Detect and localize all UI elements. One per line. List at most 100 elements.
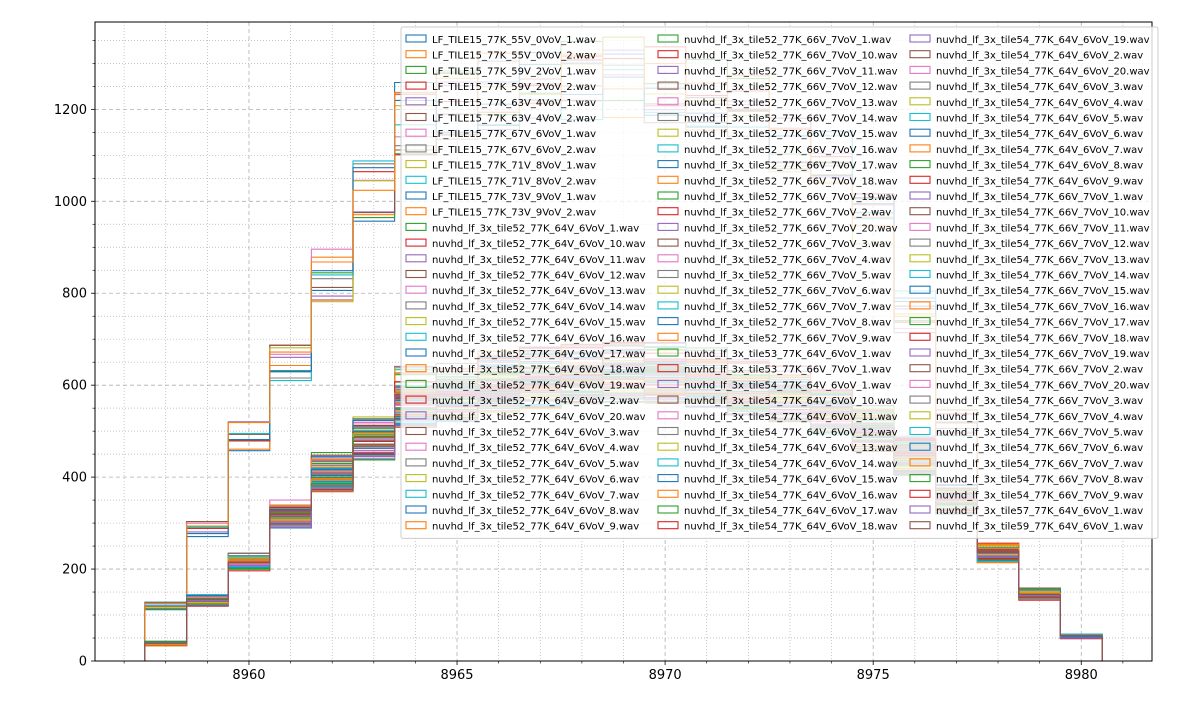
legend-label: nuvhd_lf_3x_tile52_77K_66V_7VoV_19.wav: [684, 192, 898, 203]
legend-swatch: [657, 238, 679, 247]
y-tick-label: 800: [62, 287, 87, 302]
legend-swatch: [657, 285, 679, 294]
legend-swatch: [405, 458, 427, 467]
legend-swatch: [405, 191, 427, 200]
legend-label: nuvhd_lf_3x_tile53_77K_66V_7VoV_1.wav: [684, 365, 891, 376]
y-tick-label: 200: [62, 563, 87, 578]
legend-swatch: [657, 112, 679, 122]
legend-label: nuvhd_lf_3x_tile52_77K_66V_7VoV_5.wav: [684, 271, 891, 282]
legend-label: nuvhd_lf_3x_tile52_77K_66V_7VoV_4.wav: [684, 255, 891, 266]
legend-label: nuvhd_lf_3x_tile54_77K_66V_7VoV_3.wav: [936, 396, 1143, 407]
legend-swatch: [909, 191, 931, 200]
x-tick-label: 8980: [1065, 668, 1098, 683]
legend-label: nuvhd_lf_3x_tile54_77K_64V_6VoV_18.wav: [684, 522, 898, 533]
legend-swatch: [909, 34, 931, 43]
legend-swatch: [657, 175, 679, 184]
legend-swatch: [909, 254, 931, 263]
legend-label: nuvhd_lf_3x_tile52_77K_64V_6VoV_16.wav: [432, 333, 646, 344]
legend-label: nuvhd_lf_3x_tile52_77K_64V_6VoV_2.wav: [432, 396, 639, 407]
legend-label: nuvhd_lf_3x_tile52_77K_64V_6VoV_12.wav: [432, 271, 646, 282]
legend-swatch: [405, 442, 427, 451]
y-tick-label: 0: [79, 655, 87, 670]
legend-swatch: [909, 364, 931, 373]
legend-label: nuvhd_lf_3x_tile54_77K_66V_7VoV_9.wav: [936, 490, 1143, 501]
legend-swatch: [405, 50, 427, 59]
y-tick-label: 1200: [54, 103, 87, 118]
legend-swatch: [405, 348, 427, 357]
legend-label: nuvhd_lf_3x_tile52_77K_64V_6VoV_9.wav: [432, 522, 639, 533]
legend-label: nuvhd_lf_3x_tile52_77K_64V_6VoV_8.wav: [432, 506, 639, 517]
legend-swatch: [909, 112, 931, 122]
legend-swatch: [909, 489, 931, 498]
legend-swatch: [657, 191, 679, 200]
legend-swatch: [657, 521, 679, 530]
legend-label: nuvhd_lf_3x_tile52_77K_66V_7VoV_3.wav: [684, 239, 891, 250]
legend-swatch: [405, 65, 427, 74]
legend-label: nuvhd_lf_3x_tile54_77K_64V_6VoV_12.wav: [684, 428, 898, 439]
legend-label: nuvhd_lf_3x_tile54_77K_64V_6VoV_16.wav: [684, 490, 898, 501]
legend: LF_TILE15_77K_55V_0VoV_1.wav LF_TILE15_77…: [400, 26, 1159, 539]
legend-label: LF_TILE15_77K_55V_0VoV_2.wav: [432, 51, 596, 62]
legend-label: nuvhd_lf_3x_tile52_77K_66V_7VoV_18.wav: [684, 176, 898, 187]
legend-label: nuvhd_lf_3x_tile52_77K_64V_6VoV_19.wav: [432, 380, 646, 391]
legend-label: nuvhd_lf_3x_tile54_77K_66V_7VoV_7.wav: [936, 459, 1143, 470]
legend-label: nuvhd_lf_3x_tile54_77K_64V_6VoV_2.wav: [936, 51, 1143, 62]
legend-label: nuvhd_lf_3x_tile54_77K_64V_6VoV_10.wav: [684, 396, 898, 407]
legend-label: nuvhd_lf_3x_tile52_77K_64V_6VoV_17.wav: [432, 349, 646, 360]
legend-label: LF_TILE15_77K_63V_4VoV_1.wav: [432, 98, 596, 109]
legend-label: nuvhd_lf_3x_tile52_77K_64V_6VoV_5.wav: [432, 459, 639, 470]
legend-label: nuvhd_lf_3x_tile59_77K_64V_6VoV_1.wav: [936, 522, 1143, 533]
legend-label: nuvhd_lf_3x_tile54_77K_66V_7VoV_14.wav: [936, 271, 1150, 282]
legend-swatch: [405, 505, 427, 514]
legend-label: nuvhd_lf_3x_tile54_77K_66V_7VoV_10.wav: [936, 208, 1150, 219]
legend-label: nuvhd_lf_3x_tile52_77K_66V_7VoV_8.wav: [684, 318, 891, 329]
legend-swatch: [909, 238, 931, 247]
legend-label: nuvhd_lf_3x_tile52_77K_66V_7VoV_17.wav: [684, 161, 898, 172]
legend-label: nuvhd_lf_3x_tile54_77K_66V_7VoV_4.wav: [936, 412, 1143, 423]
legend-swatch: [657, 301, 679, 310]
legend-label: nuvhd_lf_3x_tile54_77K_64V_6VoV_1.wav: [684, 380, 891, 391]
legend-label: nuvhd_lf_3x_tile52_77K_64V_6VoV_4.wav: [432, 443, 639, 454]
legend-swatch: [657, 332, 679, 341]
legend-label: LF_TILE15_77K_63V_4VoV_2.wav: [432, 114, 596, 125]
legend-label: nuvhd_lf_3x_tile52_77K_64V_6VoV_15.wav: [432, 318, 646, 329]
legend-swatch: [909, 269, 931, 279]
legend-swatch: [405, 301, 427, 310]
legend-swatch: [657, 222, 679, 231]
legend-label: nuvhd_lf_3x_tile54_77K_64V_6VoV_9.wav: [936, 176, 1143, 187]
legend-swatch: [909, 379, 931, 388]
legend-label: nuvhd_lf_3x_tile54_77K_66V_7VoV_17.wav: [936, 318, 1150, 329]
legend-swatch: [405, 97, 427, 106]
legend-label: nuvhd_lf_3x_tile52_77K_66V_7VoV_1.wav: [684, 35, 891, 46]
legend-swatch: [657, 364, 679, 373]
legend-label: nuvhd_lf_3x_tile52_77K_66V_7VoV_9.wav: [684, 333, 891, 344]
x-tick-label: 8965: [440, 668, 473, 683]
legend-swatch: [909, 65, 931, 74]
legend-swatch: [657, 207, 679, 216]
legend-box: [400, 26, 1159, 539]
legend-label: nuvhd_lf_3x_tile52_77K_64V_6VoV_3.wav: [432, 428, 639, 439]
legend-swatch: [909, 521, 931, 530]
legend-swatch: [657, 505, 679, 514]
legend-swatch: [405, 411, 427, 420]
legend-swatch: [909, 301, 931, 310]
legend-swatch: [909, 332, 931, 341]
legend-label: nuvhd_lf_3x_tile53_77K_64V_6VoV_1.wav: [684, 349, 891, 360]
legend-label: LF_TILE15_77K_59V_2VoV_1.wav: [432, 66, 596, 77]
y-tick-label: 600: [62, 379, 87, 394]
legend-swatch: [405, 222, 427, 231]
legend-label: nuvhd_lf_3x_tile52_77K_64V_6VoV_7.wav: [432, 490, 639, 501]
legend-label: nuvhd_lf_3x_tile52_77K_64V_6VoV_6.wav: [432, 475, 639, 486]
legend-label: nuvhd_lf_3x_tile52_77K_66V_7VoV_6.wav: [684, 286, 891, 297]
legend-label: nuvhd_lf_3x_tile54_77K_66V_7VoV_6.wav: [936, 443, 1143, 454]
x-tick-label: 8975: [857, 668, 890, 683]
legend-label: nuvhd_lf_3x_tile52_77K_64V_6VoV_18.wav: [432, 365, 646, 376]
legend-label: nuvhd_lf_3x_tile52_77K_66V_7VoV_16.wav: [684, 145, 898, 156]
legend-swatch: [405, 175, 427, 184]
legend-label: nuvhd_lf_3x_tile52_77K_66V_7VoV_11.wav: [684, 66, 898, 77]
legend-swatch: [405, 332, 427, 341]
legend-label: nuvhd_lf_3x_tile54_77K_64V_6VoV_5.wav: [936, 114, 1143, 125]
legend-label: nuvhd_lf_3x_tile54_77K_64V_6VoV_19.wav: [936, 35, 1150, 46]
legend-swatch: [657, 458, 679, 467]
